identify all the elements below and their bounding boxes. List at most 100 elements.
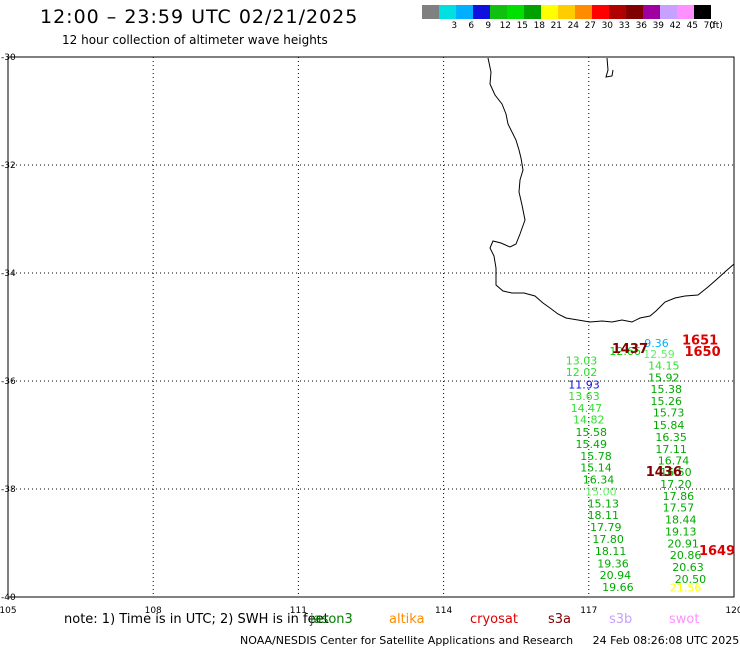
wave-height-color-scale	[422, 5, 711, 19]
wave-height-value: 18.11	[588, 509, 620, 522]
lon-tick-label: 111	[290, 606, 307, 616]
lat-tick-label: -40	[1, 593, 16, 603]
wave-height-value: 17.79	[590, 521, 622, 534]
scale-label: 21	[550, 21, 563, 31]
lon-tick-label: 105	[0, 606, 17, 616]
pass-time-label: 1437	[612, 342, 648, 357]
chart-subtitle: 12 hour collection of altimeter wave hei…	[62, 33, 328, 47]
scale-swatch	[558, 5, 575, 19]
lat-tick-label: -32	[1, 161, 16, 171]
scale-label: 42	[669, 21, 682, 31]
scale-swatch	[456, 5, 473, 19]
legend-s3b: s3b	[609, 612, 633, 627]
lon-tick-label: 117	[580, 606, 597, 616]
wave-height-value: 15.92	[648, 372, 680, 385]
legend-cryosat: cryosat	[470, 612, 518, 627]
scale-swatch	[643, 5, 660, 19]
wave-height-value: 14.82	[573, 414, 605, 427]
wave-height-value: 20.63	[672, 561, 704, 574]
wave-height-value: 15.49	[575, 438, 607, 451]
scale-label: 45	[686, 21, 699, 31]
map-grid	[8, 57, 734, 597]
wave-height-value: 17.11	[655, 443, 687, 456]
footer-credit: NOAA/NESDIS Center for Satellite Applica…	[240, 634, 574, 647]
wave-height-value: 16.34	[583, 474, 615, 487]
scale-swatch	[490, 5, 507, 19]
wave-height-value: 17.80	[592, 533, 624, 546]
lon-tick-label: 114	[435, 606, 452, 616]
wave-height-value: 14.47	[571, 402, 603, 415]
lat-tick-label: -36	[1, 377, 16, 387]
scale-label: 18	[533, 21, 546, 31]
wave-height-value: 13.03	[566, 354, 598, 367]
lon-tick-label: 120	[725, 606, 740, 616]
wave-height-value: 18.44	[665, 514, 697, 527]
wave-height-value: 18.11	[595, 545, 627, 558]
wave-height-value: 17.20	[660, 478, 692, 491]
scale-label: 15	[516, 21, 529, 31]
wave-height-value: 15.73	[653, 407, 685, 420]
wave-height-value: 21.56	[670, 582, 702, 595]
wave-height-value: 15.00	[585, 485, 617, 498]
coastline-rottnest-island	[605, 57, 614, 78]
wave-height-value: 19.36	[597, 557, 629, 570]
scale-label: 39	[652, 21, 665, 31]
scale-label: 9	[485, 21, 492, 31]
scale-swatch	[524, 5, 541, 19]
legend-swot: swot	[669, 612, 700, 627]
pass-time-label: 1650	[684, 345, 720, 360]
wave-height-value: 15.78	[580, 450, 612, 463]
lat-tick-label: -30	[1, 53, 16, 63]
scale-label: 70	[703, 21, 716, 31]
lon-tick-label: 108	[145, 606, 162, 616]
observation-labels: 12.66 13.0312.0211.9313.6314.4714.8215.58…	[566, 333, 735, 594]
scale-label: 12	[499, 21, 512, 31]
scale-swatch	[592, 5, 609, 19]
lat-tick-label: -38	[1, 485, 16, 495]
scale-swatch	[473, 5, 490, 19]
wave-height-value: 17.86	[663, 490, 695, 503]
wave-height-value: 15.58	[575, 426, 607, 439]
wave-height-value: 12.59	[643, 348, 675, 361]
coastline-west-australia	[487, 57, 735, 323]
wave-height-value: 16.50	[660, 466, 692, 479]
pass-time-label: 1436	[646, 465, 682, 480]
legend-s3a: s3a	[548, 612, 572, 627]
wave-height-value: 16.35	[655, 431, 687, 444]
wave-height-value: 17.57	[663, 502, 695, 515]
wave-height-value: 16.74	[658, 455, 690, 468]
wave-height-scale-labels: 3 6 9 12 15 18 21 24 27 30 33 36 39 42 45 70 (ft)	[422, 21, 732, 33]
wave-height-value: 11.93	[568, 379, 600, 392]
wave-height-value: 9.36	[644, 337, 669, 350]
wave-height-value: 20.94	[600, 569, 632, 582]
scale-swatch	[575, 5, 592, 19]
scale-label: 33	[618, 21, 631, 31]
map-frame	[7, 56, 735, 598]
wave-height-value: 15.26	[650, 395, 682, 408]
wave-height-value: 19.66	[602, 581, 634, 594]
scale-swatch	[422, 5, 439, 19]
wave-height-value: 12.66	[609, 345, 641, 358]
wave-height-value: 15.38	[650, 383, 682, 396]
units-note: note: 1) Time is in UTC; 2) SWH is in fe…	[64, 612, 329, 627]
scale-swatch	[626, 5, 643, 19]
wave-height-value: 14.15	[648, 360, 680, 373]
wave-height-value: 20.91	[667, 537, 699, 550]
scale-swatch	[541, 5, 558, 19]
scale-swatch	[694, 5, 711, 19]
wave-height-value: 12.02	[566, 366, 598, 379]
footer: NOAA/NESDIS Center for Satellite Applica…	[240, 634, 739, 647]
scale-label: 36	[635, 21, 648, 31]
wave-height-value: 15.14	[580, 462, 612, 475]
scale-swatch	[507, 5, 524, 19]
wave-height-value: 13.63	[568, 390, 600, 403]
scale-swatch	[660, 5, 677, 19]
scale-label: 27	[584, 21, 597, 31]
wave-height-value: 19.13	[665, 525, 697, 538]
wave-height-value: 15.84	[653, 419, 685, 432]
footer-timestamp: 24 Feb 08:26:08 UTC 2025	[592, 634, 740, 647]
wave-height-value: 20.86	[670, 549, 702, 562]
scale-swatch	[439, 5, 456, 19]
pass-time-label: 1649	[699, 544, 735, 559]
